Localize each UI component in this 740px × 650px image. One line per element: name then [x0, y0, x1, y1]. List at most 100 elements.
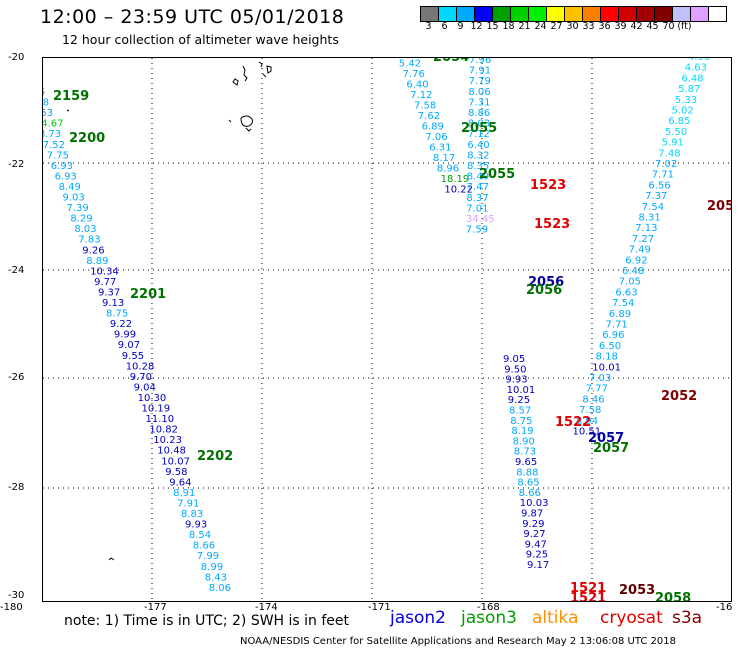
wave-height-value: 7.71 [652, 170, 674, 181]
color-scale-label: 45 [646, 21, 659, 32]
pass-number-label: 1523 [530, 178, 566, 193]
wave-height-value: 8.89 [86, 256, 108, 267]
wave-height-value: 8.65 [517, 478, 539, 489]
wave-height-value: 7.79 [469, 76, 491, 87]
wave-height-value: 6.85 [668, 116, 690, 127]
color-scale-label: 15 [486, 21, 499, 32]
wave-height-value: 10.19 [142, 404, 171, 415]
gridlines [43, 58, 731, 601]
wave-height-value: 7.49 [629, 245, 651, 256]
y-label-26: -26 [8, 372, 25, 383]
color-scale-label: 21 [518, 21, 531, 32]
y-label-30: -30 [8, 590, 25, 601]
pass-number-label: 2057 [593, 441, 629, 456]
legend-jason2: jason2 [390, 608, 446, 628]
legend-jason3: jason3 [461, 608, 517, 628]
wave-height-value: 11.10 [146, 414, 175, 425]
color-scale-label: 33 [582, 21, 595, 32]
wave-height-value: 6.31 [429, 143, 451, 154]
wave-height-value: 7.91 [469, 66, 491, 77]
pass-number-label: 1521 [570, 591, 606, 601]
wave-height-value: 6.50 [599, 341, 621, 352]
wave-height-value: 10.03 [520, 498, 549, 509]
map-panel[interactable]: 8.158.088.5314.678.737.527.756.936.938.4… [42, 57, 732, 602]
wave-height-value: 8.90 [513, 436, 535, 447]
wave-height-value: 7.03 [589, 373, 611, 384]
wave-height-value: 5.02 [672, 106, 694, 117]
wave-height-value: 8.37 [466, 193, 488, 204]
color-swatch [510, 6, 529, 22]
wave-height-value: 9.37 [98, 288, 120, 299]
color-scale-label: 3 [425, 21, 432, 32]
wave-height-value: 6.96 [602, 330, 624, 341]
wave-height-value: 6.63 [615, 287, 637, 298]
wave-height-value: 6.48 [622, 266, 644, 277]
wave-height-value: 7.48 [658, 148, 680, 159]
wave-height-value: 8.83 [181, 509, 203, 520]
legend-s3a: s3a [672, 608, 703, 628]
wave-height-value: 8.66 [519, 488, 541, 499]
wave-height-value: 7.96 [469, 58, 491, 66]
wave-height-value: 7.47 [467, 182, 489, 193]
wave-height-value: 7.12 [410, 90, 432, 101]
wave-height-value: 9.64 [169, 477, 191, 488]
wave-height-value: 6.89 [422, 122, 444, 133]
wave-height-value: 8.32 [467, 150, 489, 161]
wave-height-value: 9.77 [94, 277, 116, 288]
wave-height-value: 7.54 [642, 202, 664, 213]
wave-height-value: 10.30 [138, 393, 167, 404]
wave-height-value: 7.52 [43, 140, 65, 151]
wave-height-value: 8.94 [576, 416, 598, 427]
wave-height-value: 6.48 [681, 73, 703, 84]
x-label-180: -180 [0, 602, 23, 613]
wave-height-value: 7.91 [177, 499, 199, 510]
x-label-177: -177 [144, 602, 167, 613]
color-scale-label: 12 [470, 21, 483, 32]
wave-height-value: 7.39 [67, 203, 89, 214]
x-label-174: -174 [255, 602, 278, 613]
wave-height-value: 8.73 [43, 129, 61, 140]
wave-height-value: 10.23 [153, 435, 182, 446]
wave-height-value: 9.50 [504, 364, 526, 375]
wave-height-value: 10.28 [126, 361, 155, 372]
wave-height-value: 10.82 [149, 425, 178, 436]
chart-title: 12:00 – 23:59 UTC 05/01/2018 [40, 6, 345, 28]
pass-number-label: 2200 [69, 131, 105, 146]
color-scale-label: 70 [662, 21, 675, 32]
pass-number-label: 2056 [526, 283, 562, 298]
wave-height-value: 8.19 [511, 426, 533, 437]
pass-number-label: 2054 [433, 58, 469, 65]
wave-height-value: 7.76 [403, 69, 425, 80]
y-label-28: -28 [8, 482, 25, 493]
wave-height-value: 6.92 [625, 255, 647, 266]
color-scale-label: 30 [566, 21, 579, 32]
x-label-165: -16 [716, 602, 733, 613]
wave-height-value: 7.12 [468, 129, 490, 140]
wave-height-value: 44.53 [395, 58, 424, 59]
wave-height-value: 7.77 [586, 384, 608, 395]
wave-height-value: 10.01 [592, 362, 621, 373]
wave-height-value: 9.29 [522, 519, 544, 530]
legend-cryosat: cryosat [600, 608, 663, 628]
wave-height-value: 9.13 [102, 298, 124, 309]
pass-number-label: 2053 [619, 583, 655, 598]
wave-height-value: 5.91 [662, 138, 684, 149]
wave-height-value: 7.13 [635, 223, 657, 234]
wave-height-value: 8.17 [433, 153, 455, 164]
island-outlines [66, 61, 272, 561]
wave-height-value: 8.46 [582, 394, 604, 405]
pass-number-label: 2057 [588, 431, 624, 446]
color-scale-label: 27 [550, 21, 563, 32]
wave-height-value: 10.48 [157, 446, 186, 457]
wave-height-value: 7.02 [655, 159, 677, 170]
color-swatch [564, 6, 583, 22]
wave-height-value: 10.01 [507, 385, 536, 396]
wave-height-value: 8.35 [467, 161, 489, 172]
wave-height-value: 18.19 [441, 174, 470, 185]
wave-height-value: 6.40 [406, 80, 428, 91]
color-swatch [456, 6, 475, 22]
color-swatch [690, 6, 709, 22]
wave-height-value: 9.25 [526, 550, 548, 561]
wave-height-value: 9.99 [114, 330, 136, 341]
wave-height-value: 9.93 [185, 520, 207, 531]
